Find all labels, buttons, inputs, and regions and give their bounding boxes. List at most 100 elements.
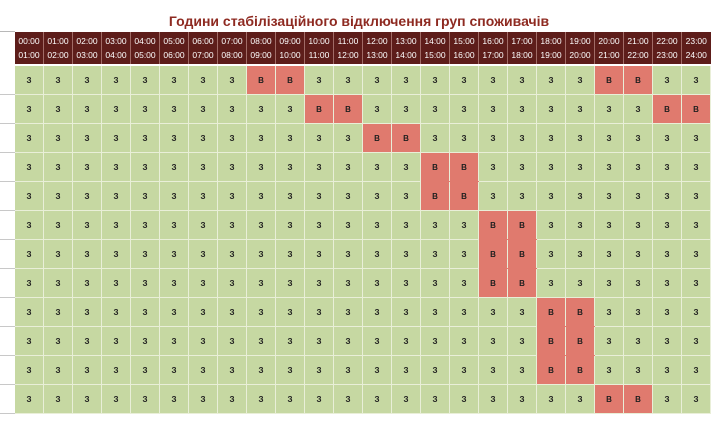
power-on-cell: З — [217, 239, 247, 269]
hour-header-16: 16:00 17:00 — [478, 32, 508, 66]
power-on-cell: З — [217, 326, 247, 356]
outage-cell: В — [275, 65, 305, 95]
power-on-cell: З — [594, 210, 624, 240]
power-on-cell: З — [72, 65, 102, 95]
power-on-cell: З — [507, 326, 537, 356]
hour-header-9: 09:00 10:00 — [275, 32, 305, 66]
power-on-cell: З — [159, 297, 189, 327]
hour-start: 22:00 — [656, 36, 678, 46]
power-on-cell: З — [681, 210, 711, 240]
power-on-cell: З — [101, 355, 131, 385]
power-on-cell: З — [188, 268, 218, 298]
power-on-cell: З — [72, 355, 102, 385]
power-on-cell: З — [652, 384, 682, 414]
power-on-cell: З — [43, 239, 73, 269]
hour-start: 19:00 — [569, 36, 591, 46]
power-on-cell: З — [362, 326, 392, 356]
power-on-cell: З — [217, 123, 247, 153]
hour-end: 18:00 — [511, 50, 533, 60]
power-on-cell: З — [362, 210, 392, 240]
power-on-cell: З — [304, 123, 334, 153]
power-on-cell: З — [420, 384, 450, 414]
power-on-cell: З — [217, 210, 247, 240]
row-separator — [0, 355, 15, 356]
power-on-cell: З — [101, 94, 131, 124]
power-on-cell: З — [130, 326, 160, 356]
outage-cell: В — [623, 65, 653, 95]
power-on-cell: З — [188, 239, 218, 269]
outage-cell: В — [652, 94, 682, 124]
power-on-cell: З — [275, 152, 305, 182]
hour-start: 09:00 — [279, 36, 301, 46]
power-on-cell: З — [333, 384, 363, 414]
hour-start: 21:00 — [627, 36, 649, 46]
power-on-cell: З — [623, 123, 653, 153]
power-on-cell: З — [478, 384, 508, 414]
power-on-cell: З — [246, 94, 276, 124]
power-on-cell: З — [449, 355, 479, 385]
hour-end: 11:00 — [308, 50, 330, 60]
power-on-cell: З — [15, 297, 44, 327]
hour-end: 17:00 — [482, 50, 504, 60]
power-on-cell: З — [130, 152, 160, 182]
hour-header-21: 21:00 22:00 — [623, 32, 653, 66]
outage-cell: В — [536, 326, 566, 356]
power-on-cell: З — [304, 152, 334, 182]
hour-header-19: 19:00 20:00 — [565, 32, 595, 66]
power-on-cell: З — [159, 268, 189, 298]
power-on-cell: З — [362, 181, 392, 211]
power-on-cell: З — [652, 268, 682, 298]
power-on-cell: З — [478, 326, 508, 356]
power-on-cell: З — [652, 326, 682, 356]
power-on-cell: З — [507, 65, 537, 95]
power-on-cell: З — [449, 268, 479, 298]
power-on-cell: З — [420, 210, 450, 240]
power-on-cell: З — [15, 239, 44, 269]
power-on-cell: З — [217, 152, 247, 182]
power-on-cell: З — [652, 297, 682, 327]
row-separator — [0, 413, 15, 414]
outage-cell: В — [507, 239, 537, 269]
hour-header-15: 15:00 16:00 — [449, 32, 479, 66]
hour-start: 07:00 — [221, 36, 243, 46]
outage-cell: В — [420, 152, 450, 182]
hour-header-6: 06:00 07:00 — [188, 32, 218, 66]
row-separator — [0, 326, 15, 327]
row-separator — [0, 152, 15, 153]
outage-cell: В — [362, 123, 392, 153]
power-on-cell: З — [507, 384, 537, 414]
power-on-cell: З — [275, 355, 305, 385]
outage-cell: В — [565, 326, 595, 356]
power-on-cell: З — [246, 239, 276, 269]
power-on-cell: З — [333, 355, 363, 385]
power-on-cell: З — [15, 210, 44, 240]
power-on-cell: З — [130, 181, 160, 211]
power-on-cell: З — [159, 123, 189, 153]
power-on-cell: З — [420, 65, 450, 95]
power-on-cell: З — [652, 152, 682, 182]
power-on-cell: З — [594, 326, 624, 356]
power-on-cell: З — [304, 384, 334, 414]
power-on-cell: З — [101, 239, 131, 269]
power-on-cell: З — [333, 65, 363, 95]
hour-end: 07:00 — [192, 50, 214, 60]
power-on-cell: З — [449, 65, 479, 95]
power-on-cell: З — [275, 268, 305, 298]
power-on-cell: З — [681, 326, 711, 356]
power-on-cell: З — [275, 181, 305, 211]
power-on-cell: З — [130, 94, 160, 124]
power-on-cell: З — [246, 384, 276, 414]
hour-header-18: 18:00 19:00 — [536, 32, 566, 66]
power-on-cell: З — [478, 355, 508, 385]
power-on-cell: З — [333, 268, 363, 298]
power-on-cell: З — [449, 123, 479, 153]
hour-start: 08:00 — [250, 36, 272, 46]
power-on-cell: З — [681, 355, 711, 385]
outage-cell: В — [507, 210, 537, 240]
power-on-cell: З — [72, 384, 102, 414]
power-on-cell: З — [478, 123, 508, 153]
